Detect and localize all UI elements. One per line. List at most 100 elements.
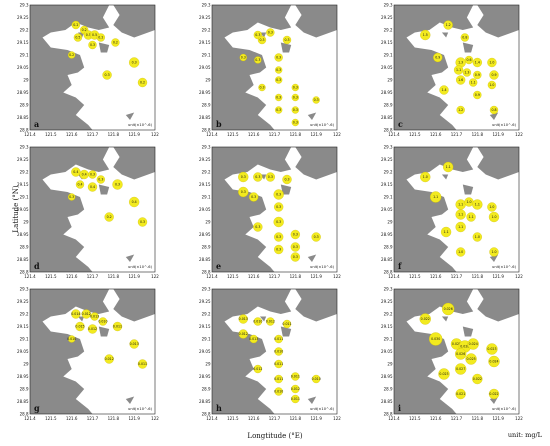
y-tick-label: 28.95 [381, 232, 393, 237]
panel-unit-label: unit(×10^-6) [128, 407, 153, 411]
station-value-label: 0.3 [276, 96, 281, 100]
map-panel-e: 29.3 29.25 29.2 29.15 29.1 29.05 29 28.95 28.9 28… [199, 144, 350, 279]
map-svg-d: 29.3 29.25 29.2 29.15 29.1 29.05 29 28.95 28.9 28… [17, 144, 159, 279]
land-area [441, 316, 449, 322]
station-value-label: 1.1 [458, 225, 463, 229]
station-bubble [239, 53, 247, 62]
y-tick-label: 29.1 [384, 52, 393, 57]
x-tick-label: 121.4 [388, 416, 400, 421]
x-tick-label: 121.6 [66, 274, 78, 279]
station-bubble [442, 302, 455, 316]
x-tick-label: 121.6 [248, 132, 260, 137]
station-bubble [290, 242, 300, 252]
station-bubble [96, 33, 105, 42]
y-tick-label: 29 [205, 219, 211, 224]
y-tick-label: 28.85 [381, 115, 393, 120]
map-frame [29, 146, 156, 273]
station-value-label: 0.012 [291, 387, 300, 391]
land-area [30, 147, 110, 272]
station-value-label: 0.012 [239, 332, 248, 336]
x-tick-label: 121.5 [45, 132, 57, 137]
land-area [125, 254, 135, 262]
x-tick-label: 121.4 [388, 274, 400, 279]
y-tick-label: 29 [387, 361, 393, 366]
x-tick-label: 121.4 [206, 274, 218, 279]
station-value-label: 0.021 [456, 392, 465, 396]
x-tick-label: 121.8 [290, 274, 302, 279]
station-value-label: 0.3 [293, 255, 298, 259]
y-tick-label: 29.15 [17, 182, 29, 187]
land-area [212, 147, 292, 272]
x-tick-label: 121.9 [492, 274, 504, 279]
panel-unit-label: unit(×10^-6) [310, 123, 335, 127]
station-value-label: 0.3 [284, 178, 289, 182]
y-tick-label: 28.85 [199, 399, 211, 404]
map-panel-g: 29.3 29.25 29.2 29.15 29.1 29.05 29 28.95 28.9 28… [17, 286, 168, 421]
station-bubble [71, 309, 81, 319]
y-tick-label: 28.95 [199, 374, 211, 379]
land-area [462, 326, 474, 337]
station-value-label: 0.3 [115, 183, 120, 187]
y-tick-label: 28.85 [381, 399, 393, 404]
station-value-label: 1.1 [458, 213, 463, 217]
station-bubble [73, 33, 83, 42]
station-value-label: 1.0 [491, 250, 496, 254]
station-bubble [489, 247, 499, 257]
station-value-label: 1.1 [458, 203, 463, 207]
station-bubble [238, 314, 248, 324]
station-bubble [438, 368, 450, 380]
station-bubble [430, 191, 442, 203]
panel-unit-label: unit(×10^-6) [492, 265, 517, 269]
x-tick-label: 121.7 [87, 274, 99, 279]
station-value-label: 1.1 [456, 68, 461, 72]
station-value-label: 1.3 [464, 71, 469, 75]
station-bubble [273, 189, 284, 200]
x-tick-label: 122 [515, 132, 523, 137]
land-area [98, 42, 110, 53]
station-bubble [439, 85, 449, 95]
station-bubble [469, 78, 478, 87]
y-tick-label: 29 [23, 219, 29, 224]
station-bubble [274, 244, 284, 255]
station-bubble [290, 252, 300, 262]
station-bubble [274, 359, 283, 369]
land-area [489, 254, 499, 262]
y-tick-label: 29.05 [381, 207, 393, 212]
station-bubble [112, 179, 123, 190]
x-tick-label: 122 [151, 416, 159, 421]
x-tick-label: 121.6 [430, 274, 442, 279]
station-value-label: 1.0 [475, 235, 480, 239]
x-tick-label: 121.5 [45, 274, 57, 279]
land-area [113, 147, 155, 180]
x-tick-label: 121.7 [269, 416, 281, 421]
station-value-label: 1.0 [466, 200, 471, 204]
x-tick-label: 121.6 [66, 132, 78, 137]
land-area [394, 147, 474, 272]
x-tick-label: 121.6 [248, 416, 260, 421]
station-value-label: 0.012 [105, 357, 114, 361]
map-panel-h: 29.3 29.25 29.2 29.15 29.1 29.05 29 28.95 28.9 28… [199, 286, 350, 421]
station-value-label: 0.013 [239, 317, 248, 321]
x-tick-label: 121.7 [87, 132, 99, 137]
y-tick-label: 29.05 [199, 349, 211, 354]
map-svg-h: 29.3 29.25 29.2 29.15 29.1 29.05 29 28.95 28.9 28… [199, 286, 341, 421]
station-bubble [102, 70, 112, 80]
station-value-label: 0.012 [253, 367, 262, 371]
station-value-label: 0.3 [90, 173, 95, 177]
station-value-label: 0.3 [140, 220, 145, 224]
x-tick-label: 121.5 [45, 416, 57, 421]
station-value-label: 0.012 [88, 327, 97, 331]
land-area [462, 184, 474, 195]
x-tick-label: 121.9 [310, 416, 322, 421]
y-tick-label: 28.9 [384, 244, 393, 249]
map-panel-a: 29.3 29.25 29.2 29.15 29.1 29.05 29 28.95 28.9 28… [17, 2, 168, 137]
station-value-label: 0.012 [266, 320, 275, 324]
station-value-label: 0.3 [98, 178, 103, 182]
station-value-label: 0.3 [255, 33, 260, 37]
x-tick-label: 122 [515, 274, 523, 279]
station-bubble [291, 372, 300, 381]
station-value-label: 1.1 [433, 195, 438, 199]
station-value-label: 0.3 [276, 248, 281, 252]
x-tick-label: 122 [151, 132, 159, 137]
station-bubble [291, 394, 300, 404]
